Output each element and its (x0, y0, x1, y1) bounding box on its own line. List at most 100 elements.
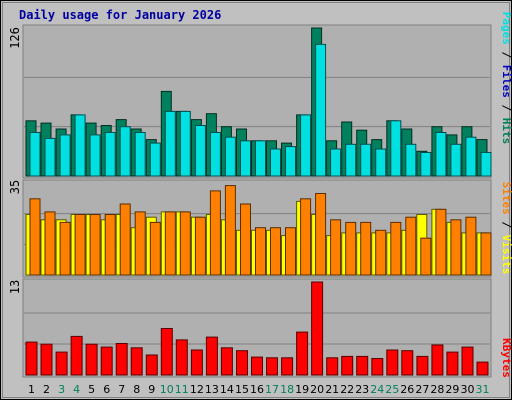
kbytes-bar-kbytes-15 (236, 350, 248, 376)
traffic-bar-files-11 (179, 110, 191, 177)
kbytes-bar-kbytes-7 (115, 343, 128, 376)
traffic-bar-files-2 (44, 137, 56, 177)
traffic-bar-files-24 (375, 148, 387, 177)
traffic-bar-files-30 (465, 136, 477, 177)
kbytes-bar-kbytes-12 (190, 349, 203, 376)
kbytes-bar-kbytes-3 (55, 351, 68, 376)
x-tick-label-9: 9 (148, 383, 155, 396)
visits-bar-sites-31 (480, 232, 492, 276)
kbytes-bar-kbytes-16 (251, 356, 263, 376)
kbytes-bar-kbytes-24 (371, 358, 384, 376)
x-tick-labels: 1 2 3 4 5 6 7 8 9 10 11 12 13 14 15 16 17 18 19 20 21 22 23 24 2… (28, 383, 490, 396)
x-tick-label-29: 29 (445, 383, 459, 396)
kbytes-bar-kbytes-2 (40, 343, 53, 376)
kbytes-bar-kbytes-31 (476, 361, 489, 376)
x-tick-label-11: 11 (175, 383, 189, 396)
traffic-bar-files-3 (59, 134, 71, 177)
visits-bar-sites-8 (134, 211, 146, 276)
x-tick-label-7: 7 (118, 383, 125, 396)
chart-title: Daily usage for January 2026 (19, 8, 221, 22)
visits-bar-sites-29 (450, 219, 462, 276)
x-tick-label-16: 16 (250, 383, 264, 396)
kbytes-ymax-label: 13 (8, 280, 22, 294)
visits-bar-sites-16 (255, 227, 266, 276)
bars-layer (25, 27, 492, 376)
traffic-bar-files-9 (149, 142, 161, 177)
traffic-legend: Pages / Files / Hits (500, 12, 512, 145)
visits-bar-sites-21 (330, 219, 342, 276)
traffic-bar-files-10 (164, 110, 176, 177)
kbytes-bar-kbytes-23 (356, 355, 369, 376)
traffic-bar-files-26 (405, 143, 417, 177)
visits-bar-sites-26 (405, 216, 417, 276)
kbytes-bar-kbytes-27 (416, 355, 429, 376)
x-tick-label-21: 21 (325, 383, 339, 396)
traffic-bar-files-4 (74, 114, 86, 177)
kbytes-bar-kbytes-30 (461, 346, 474, 376)
visits-bar-sites-20 (315, 193, 327, 276)
legend-hits: Hits (500, 118, 512, 145)
x-tick-label-8: 8 (133, 383, 140, 396)
traffic-bar-files-8 (134, 132, 146, 177)
x-tick-label-13: 13 (205, 383, 219, 396)
visits-bar-sites-22 (345, 221, 357, 276)
visits-bar-sites-14 (224, 185, 236, 276)
visits-bar-sites-18 (285, 227, 296, 276)
traffic-bar-files-28 (435, 132, 447, 177)
traffic-bar-files-12 (194, 125, 206, 177)
x-tick-label-22: 22 (340, 383, 354, 396)
x-tick-label-15: 15 (235, 383, 249, 396)
traffic-bar-files-23 (360, 143, 372, 177)
kbytes-bar-kbytes-21 (326, 357, 339, 376)
traffic-bar-files-13 (209, 132, 221, 177)
kbytes-bar-kbytes-28 (431, 344, 444, 376)
traffic-bar-files-17 (270, 148, 281, 177)
legend-files: Files (500, 65, 512, 98)
traffic-bar-files-14 (224, 136, 236, 177)
legend-sep-2: / (500, 105, 512, 112)
traffic-bar-files-27 (420, 152, 432, 177)
kbytes-bar-kbytes-9 (145, 354, 158, 376)
x-tick-label-2: 2 (43, 383, 50, 396)
x-tick-label-31: 31 (476, 383, 490, 396)
kbytes-bar-kbytes-1 (25, 341, 38, 376)
x-tick-label-14: 14 (220, 383, 234, 396)
visits-bar-sites-25 (390, 221, 402, 276)
legend-sites: Sites (500, 182, 512, 215)
traffic-bar-files-16 (255, 140, 266, 177)
traffic-bar-files-29 (450, 143, 462, 177)
x-tick-label-6: 6 (103, 383, 110, 396)
x-tick-label-5: 5 (88, 383, 95, 396)
kbytes-bar-kbytes-20 (311, 281, 324, 376)
visits-bar-sites-12 (194, 216, 206, 276)
x-tick-label-24: 24 (370, 383, 384, 396)
kbytes-bar-kbytes-6 (100, 346, 113, 376)
kbytes-bar-kbytes-19 (296, 331, 309, 376)
visits-bar-sites-11 (179, 211, 191, 276)
x-tick-label-23: 23 (355, 383, 369, 396)
traffic-ymax-label: 126 (8, 27, 22, 49)
kbytes-bar-kbytes-22 (341, 355, 354, 376)
kbytes-bar-kbytes-25 (386, 349, 399, 376)
visits-bar-sites-15 (240, 203, 251, 276)
x-tick-label-10: 10 (160, 383, 174, 396)
legend-visits: Visits (500, 235, 512, 275)
traffic-bar-files-19 (300, 114, 312, 177)
visits-bar-sites-9 (149, 221, 161, 276)
visits-bar-sites-17 (270, 227, 281, 276)
x-tick-label-17: 17 (265, 383, 279, 396)
x-tick-label-25: 25 (385, 383, 399, 396)
kbytes-bar-kbytes-10 (160, 328, 173, 376)
x-tick-label-27: 27 (415, 383, 429, 396)
traffic-bar-files-6 (104, 132, 116, 177)
x-tick-label-26: 26 (400, 383, 414, 396)
visits-bar-sites-7 (119, 203, 131, 276)
visits-bar-sites-3 (59, 221, 71, 276)
traffic-bar-files-22 (345, 143, 357, 177)
visits-bar-sites-4 (74, 214, 86, 276)
kbytes-bar-kbytes-8 (130, 347, 143, 376)
legend-sep-3: / (500, 221, 512, 228)
x-tick-label-12: 12 (190, 383, 204, 396)
visits-bar-sites-28 (435, 208, 447, 276)
